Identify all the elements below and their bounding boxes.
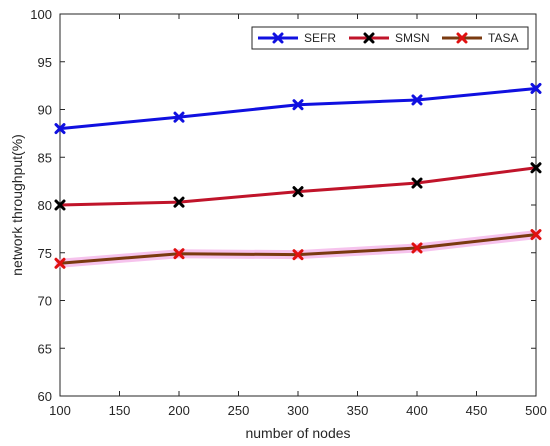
series-smsn-point xyxy=(54,199,66,211)
legend-label-sefr: SEFR xyxy=(304,31,336,45)
axis-ticks: 100 150 200 250 300 350 400 450 500 60 65 70 75 80 85 9… xyxy=(30,7,547,418)
y-tick-label: 80 xyxy=(38,198,52,213)
series-tasa-point xyxy=(530,229,542,241)
y-tick-label: 60 xyxy=(38,389,52,404)
x-tick-label: 500 xyxy=(525,403,547,418)
series-sefr-point xyxy=(173,111,185,123)
x-tick-label: 450 xyxy=(466,403,488,418)
y-tick-label: 95 xyxy=(38,55,52,70)
x-tick-label: 100 xyxy=(49,403,71,418)
legend: SEFR SMSN TASA xyxy=(251,26,529,50)
legend-box xyxy=(251,26,529,50)
y-tick-label: 70 xyxy=(38,294,52,309)
y-tick-label: 75 xyxy=(38,246,52,261)
y-tick-label: 85 xyxy=(38,150,52,165)
y-tick-label: 65 xyxy=(38,341,52,356)
x-tick-label: 150 xyxy=(109,403,131,418)
series-tasa xyxy=(54,229,542,269)
series-sefr-point xyxy=(54,123,66,135)
series-tasa-point xyxy=(292,249,304,261)
series-sefr-point xyxy=(292,99,304,111)
series-sefr-point xyxy=(411,94,423,106)
series-tasa-point xyxy=(411,242,423,254)
plot-area xyxy=(59,13,537,397)
legend-marker-smsn xyxy=(363,32,375,44)
legend-entry-sefr: SEFR xyxy=(258,31,336,45)
series-smsn xyxy=(54,162,542,211)
y-tick-label: 90 xyxy=(38,103,52,118)
series-smsn-point xyxy=(292,186,304,198)
x-axis-label: number of nodes xyxy=(245,425,350,441)
y-tick-label: 100 xyxy=(30,7,52,22)
x-tick-label: 300 xyxy=(287,403,309,418)
series-smsn-point xyxy=(173,196,185,208)
x-tick-label: 350 xyxy=(347,403,369,418)
series-smsn-point xyxy=(530,162,542,174)
x-tick-label: 250 xyxy=(228,403,250,418)
legend-label-smsn: SMSN xyxy=(395,31,430,45)
series-tasa-point xyxy=(173,248,185,260)
series-sefr-point xyxy=(530,82,542,94)
legend-marker-sefr xyxy=(272,32,284,44)
series-tasa-point xyxy=(54,257,66,269)
series-sefr xyxy=(54,82,542,135)
series-layer xyxy=(54,82,542,269)
legend-label-tasa: TASA xyxy=(488,31,518,45)
legend-entry-tasa: TASA xyxy=(442,31,518,45)
legend-marker-tasa xyxy=(456,32,468,44)
x-tick-label: 400 xyxy=(406,403,428,418)
legend-entry-smsn: SMSN xyxy=(349,31,430,45)
y-axis-label: network throughput(%) xyxy=(9,134,25,276)
series-smsn-point xyxy=(411,177,423,189)
x-tick-label: 200 xyxy=(168,403,190,418)
